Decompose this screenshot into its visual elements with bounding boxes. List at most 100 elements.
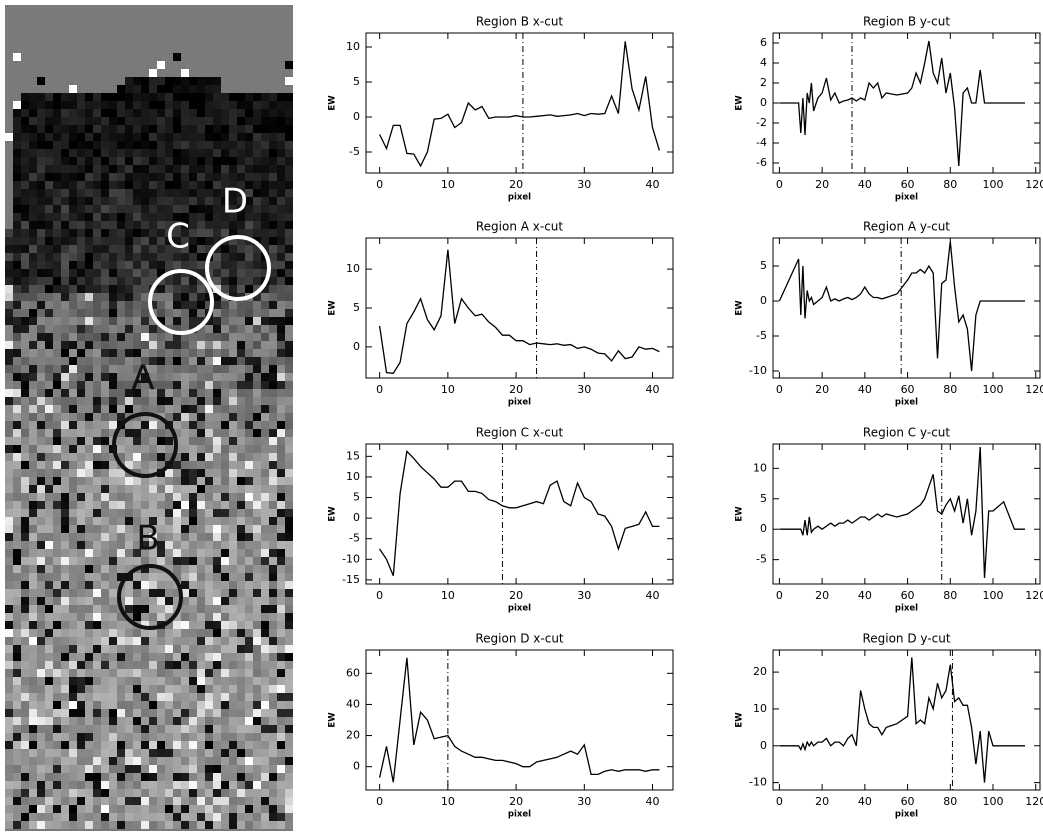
x-axis-label: pixel [508, 398, 531, 408]
region-label: B [136, 519, 159, 559]
x-tick-label: 60 [901, 795, 915, 808]
y-axis-label: EW [328, 506, 338, 522]
y-axis-label: EW [735, 506, 745, 522]
data-line [779, 41, 1025, 166]
y-tick-label: 0 [353, 511, 360, 524]
x-tick-label: 40 [646, 178, 660, 191]
y-axis-label: EW [735, 712, 745, 728]
x-tick-label: 20 [815, 383, 829, 396]
x-tick-label: 60 [901, 383, 915, 396]
y-tick-label: 0 [760, 739, 767, 752]
x-tick-label: 10 [441, 795, 455, 808]
plot-frame [773, 238, 1040, 378]
chart: Region C x-cut010203040-15-10-5051015pix… [328, 426, 674, 614]
x-tick-label: 30 [577, 589, 591, 602]
data-line [779, 447, 1025, 578]
x-tick-label: 80 [943, 383, 957, 396]
y-axis-label: EW [328, 95, 338, 111]
x-tick-label: 120 [1025, 178, 1043, 191]
y-tick-label: 5 [353, 301, 360, 314]
y-tick-label: 5 [353, 75, 360, 88]
y-tick-label: 60 [346, 666, 360, 679]
chart: Region B x-cut010203040-50510pixelEW [328, 15, 674, 203]
chart: Region D y-cut020406080100120-1001020pix… [735, 632, 1043, 820]
x-tick-label: 40 [858, 795, 872, 808]
y-tick-label: 0 [353, 760, 360, 773]
x-tick-label: 40 [646, 589, 660, 602]
data-line [380, 41, 660, 166]
chart: Region A x-cut0102030400510pixelEW [328, 220, 674, 408]
x-tick-label: 0 [776, 795, 783, 808]
x-axis-label: pixel [895, 398, 918, 408]
chart: Region A y-cut020406080100120-10-505pixe… [735, 220, 1043, 408]
y-axis-label: EW [328, 300, 338, 316]
chart-title: Region B x-cut [476, 15, 564, 29]
plot-frame [366, 238, 673, 378]
x-tick-label: 0 [376, 178, 383, 191]
x-tick-label: 100 [983, 795, 1004, 808]
y-axis-label: EW [735, 95, 745, 111]
x-axis-label: pixel [895, 810, 918, 820]
cut-plots: Region B x-cut010203040-50510pixelEWRegi… [328, 15, 1043, 820]
plot-frame [366, 444, 673, 584]
data-line [779, 657, 1025, 782]
plot-frame [773, 650, 1040, 790]
x-tick-label: 10 [441, 589, 455, 602]
y-tick-label: 10 [346, 40, 360, 53]
chart-title: Region D y-cut [862, 632, 950, 646]
chart: Region D x-cut0102030400204060pixelEW [328, 632, 674, 820]
y-tick-label: -5 [756, 553, 767, 566]
x-tick-label: 120 [1025, 383, 1043, 396]
x-tick-label: 20 [815, 795, 829, 808]
y-tick-label: -5 [756, 329, 767, 342]
y-tick-label: 10 [346, 262, 360, 275]
y-tick-label: 20 [753, 665, 767, 678]
chart-title: Region C x-cut [476, 426, 564, 440]
data-line [380, 658, 660, 782]
y-tick-label: 20 [346, 729, 360, 742]
x-tick-label: 20 [509, 795, 523, 808]
chart: Region B y-cut020406080100120-6-4-20246p… [735, 15, 1043, 203]
x-axis-label: pixel [508, 604, 531, 614]
x-tick-label: 80 [943, 178, 957, 191]
y-tick-label: 40 [346, 697, 360, 710]
y-tick-label: -6 [756, 156, 767, 169]
chart-title: Region A x-cut [476, 220, 564, 234]
chart-title: Region B y-cut [863, 15, 950, 29]
x-tick-label: 20 [509, 178, 523, 191]
x-tick-label: 40 [858, 383, 872, 396]
x-tick-label: 60 [901, 178, 915, 191]
x-tick-label: 120 [1025, 589, 1043, 602]
y-tick-label: 5 [760, 492, 767, 505]
x-tick-label: 40 [646, 795, 660, 808]
x-tick-label: 20 [509, 589, 523, 602]
y-tick-label: 0 [353, 340, 360, 353]
y-tick-label: -5 [349, 532, 360, 545]
x-tick-label: 20 [509, 383, 523, 396]
y-tick-label: -15 [342, 573, 360, 586]
x-tick-label: 30 [577, 178, 591, 191]
y-tick-label: 0 [760, 96, 767, 109]
x-tick-label: 100 [983, 589, 1004, 602]
region-label: D [222, 182, 248, 222]
data-line [779, 242, 1025, 372]
y-tick-label: 10 [753, 702, 767, 715]
y-tick-label: -10 [749, 776, 767, 789]
y-tick-label: -4 [756, 136, 767, 149]
y-tick-label: -5 [349, 145, 360, 158]
y-tick-label: 2 [760, 76, 767, 89]
y-tick-label: 4 [760, 56, 767, 69]
x-tick-label: 100 [983, 178, 1004, 191]
x-tick-label: 0 [776, 383, 783, 396]
y-tick-label: -10 [342, 552, 360, 565]
y-axis-label: EW [735, 300, 745, 316]
y-axis-label: EW [328, 712, 338, 728]
y-tick-label: -2 [756, 116, 767, 129]
x-tick-label: 80 [943, 589, 957, 602]
x-tick-label: 10 [441, 383, 455, 396]
x-tick-label: 80 [943, 795, 957, 808]
x-tick-label: 20 [815, 178, 829, 191]
y-tick-label: -10 [749, 364, 767, 377]
x-tick-label: 0 [376, 589, 383, 602]
y-tick-label: 6 [760, 36, 767, 49]
